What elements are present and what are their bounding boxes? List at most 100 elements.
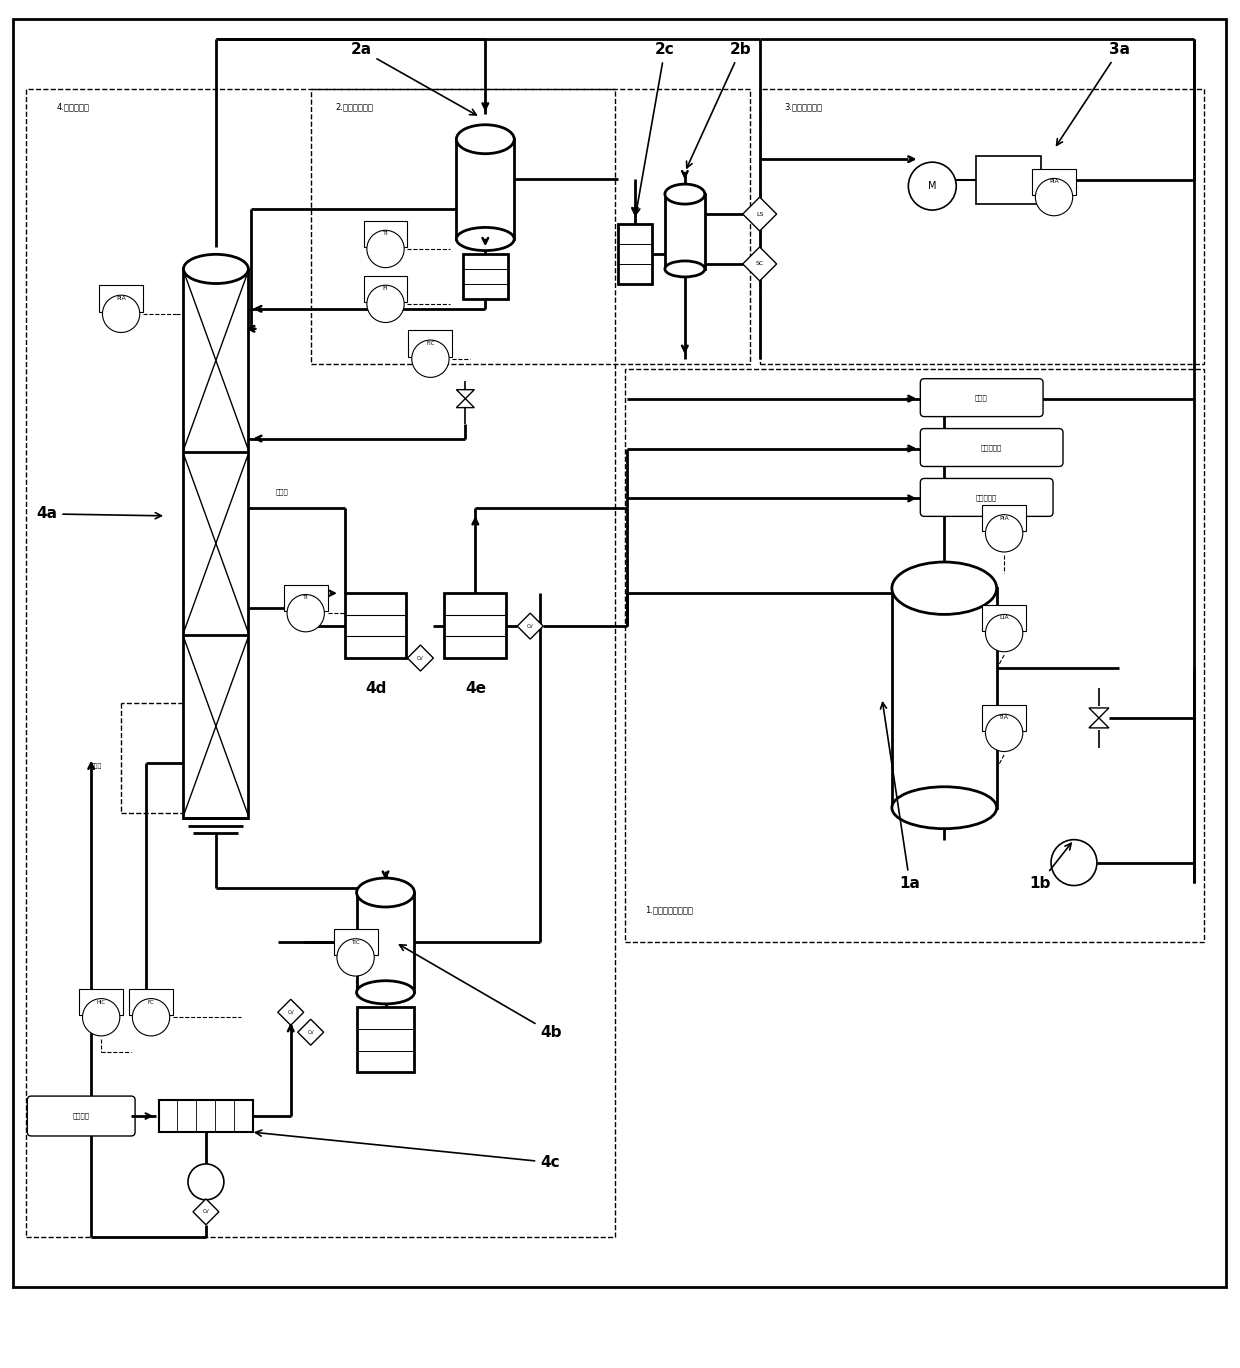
Circle shape — [103, 295, 140, 332]
Ellipse shape — [892, 562, 997, 614]
Text: TIA: TIA — [999, 715, 1009, 720]
Circle shape — [986, 514, 1023, 553]
Text: PIA: PIA — [1049, 179, 1059, 185]
Circle shape — [1035, 178, 1073, 216]
Circle shape — [367, 285, 404, 323]
Text: FI: FI — [383, 286, 388, 291]
Ellipse shape — [184, 254, 248, 283]
Circle shape — [986, 614, 1023, 651]
Bar — [976, 156, 1042, 204]
Polygon shape — [1089, 709, 1109, 718]
Circle shape — [986, 714, 1023, 751]
Bar — [334, 929, 377, 955]
Text: 1.中间工质储存系统: 1.中间工质储存系统 — [645, 906, 693, 914]
Text: 冷却水: 冷却水 — [975, 394, 987, 401]
Bar — [892, 588, 997, 807]
Polygon shape — [193, 1198, 219, 1224]
Bar — [357, 1007, 414, 1073]
Circle shape — [188, 1164, 224, 1200]
Text: SC: SC — [755, 261, 764, 267]
Text: 4b: 4b — [399, 945, 562, 1040]
Text: 4d: 4d — [365, 681, 386, 696]
Bar — [408, 331, 453, 357]
Text: CV: CV — [527, 624, 533, 629]
Bar — [284, 586, 327, 611]
Text: 液位计: 液位计 — [92, 763, 103, 769]
Text: 2.热泵换热系统: 2.热泵换热系统 — [336, 103, 373, 111]
Bar — [982, 705, 1025, 731]
Bar — [618, 224, 652, 285]
Bar — [463, 254, 507, 298]
Polygon shape — [278, 999, 304, 1025]
Text: TIC: TIC — [351, 940, 360, 945]
Text: M: M — [928, 181, 936, 192]
Text: CV: CV — [308, 1030, 314, 1034]
Text: CV: CV — [417, 655, 424, 661]
Circle shape — [337, 938, 374, 975]
Bar — [159, 1100, 253, 1131]
Text: LS: LS — [756, 212, 764, 216]
Polygon shape — [408, 646, 434, 672]
Text: CV: CV — [202, 1209, 210, 1215]
Text: HIC: HIC — [97, 1000, 105, 1004]
Text: TI: TI — [303, 595, 309, 601]
Bar — [129, 989, 174, 1015]
Text: 中间工质进: 中间工质进 — [976, 494, 997, 501]
Text: TI: TI — [383, 231, 388, 237]
Bar — [665, 194, 704, 269]
FancyBboxPatch shape — [920, 428, 1063, 466]
Text: FC: FC — [148, 1000, 155, 1004]
Bar — [456, 140, 515, 239]
Circle shape — [909, 163, 956, 211]
Bar — [99, 286, 143, 312]
Circle shape — [1052, 840, 1097, 885]
Text: CV: CV — [288, 1010, 294, 1015]
Text: PIA: PIA — [999, 516, 1009, 521]
Text: LIA: LIA — [999, 616, 1009, 621]
Text: 2b: 2b — [687, 42, 751, 168]
Ellipse shape — [357, 981, 414, 1004]
Polygon shape — [743, 197, 776, 231]
Bar — [982, 605, 1025, 631]
Circle shape — [412, 341, 449, 378]
Ellipse shape — [665, 185, 704, 204]
Text: 4c: 4c — [255, 1130, 559, 1170]
Bar — [184, 269, 248, 818]
Text: 1b: 1b — [1029, 843, 1071, 891]
FancyBboxPatch shape — [27, 1096, 135, 1135]
Polygon shape — [456, 398, 475, 408]
Ellipse shape — [456, 124, 515, 153]
FancyBboxPatch shape — [920, 379, 1043, 417]
Polygon shape — [517, 613, 543, 639]
Text: 3a: 3a — [1056, 42, 1130, 145]
Polygon shape — [743, 248, 776, 280]
Polygon shape — [298, 1019, 324, 1045]
Bar — [363, 275, 408, 302]
Text: 馏分馏出液: 馏分馏出液 — [981, 445, 1002, 451]
Text: 4a: 4a — [36, 506, 161, 521]
Circle shape — [83, 999, 120, 1036]
Bar — [1032, 168, 1076, 196]
Ellipse shape — [892, 787, 997, 829]
Polygon shape — [1089, 718, 1109, 728]
Text: 原料进系: 原料进系 — [73, 1112, 89, 1119]
Text: FIC: FIC — [427, 341, 435, 346]
Ellipse shape — [665, 261, 704, 276]
Text: 1a: 1a — [880, 703, 920, 891]
Circle shape — [286, 595, 325, 632]
FancyBboxPatch shape — [920, 479, 1053, 516]
Circle shape — [133, 999, 170, 1036]
Polygon shape — [456, 390, 475, 398]
Ellipse shape — [357, 878, 414, 907]
Text: 2a: 2a — [351, 42, 476, 115]
Text: 2c: 2c — [634, 42, 675, 215]
Ellipse shape — [456, 227, 515, 250]
Bar — [363, 220, 408, 248]
Circle shape — [367, 230, 404, 268]
Text: 3.压缩升温系统: 3.压缩升温系统 — [785, 103, 822, 111]
Text: 液相管: 液相管 — [275, 488, 289, 495]
Bar — [982, 505, 1025, 531]
Bar — [79, 989, 123, 1015]
Text: PIA: PIA — [117, 295, 126, 301]
Text: 4.精馏塔系统: 4.精馏塔系统 — [56, 103, 89, 111]
